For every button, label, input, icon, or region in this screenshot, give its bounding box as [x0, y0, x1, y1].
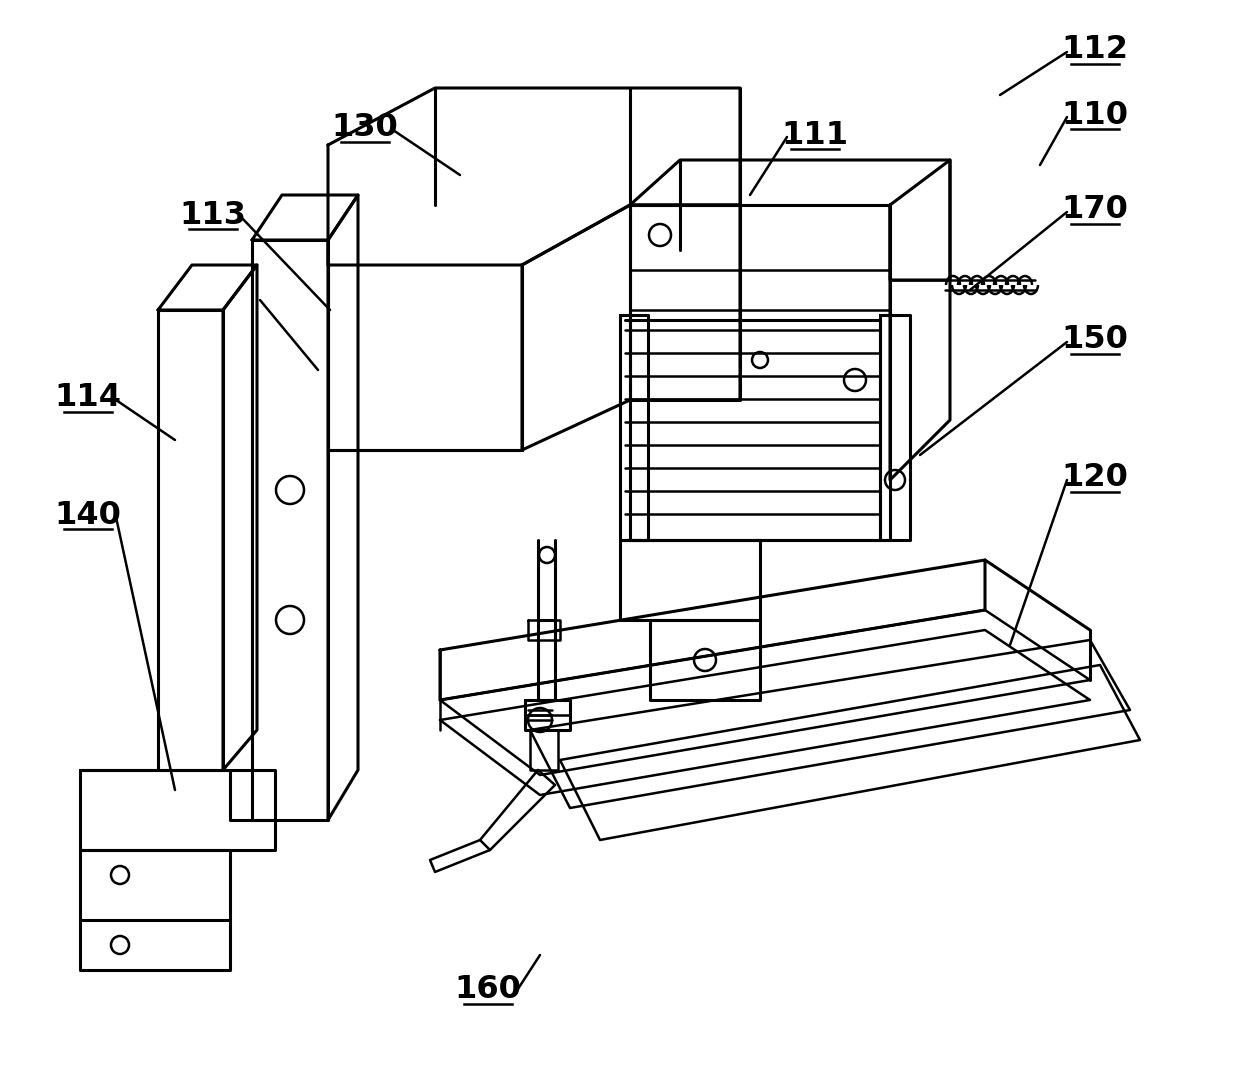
Text: 113: 113: [180, 200, 247, 230]
Text: 112: 112: [1061, 35, 1128, 66]
Text: 111: 111: [781, 120, 848, 150]
Text: 114: 114: [55, 383, 122, 414]
Text: 110: 110: [1061, 99, 1128, 131]
Text: 160: 160: [455, 974, 522, 1005]
Text: 150: 150: [1061, 324, 1128, 356]
Text: 120: 120: [1061, 463, 1128, 494]
Text: 140: 140: [55, 499, 122, 531]
Text: 130: 130: [331, 112, 398, 144]
Text: 170: 170: [1061, 195, 1128, 226]
